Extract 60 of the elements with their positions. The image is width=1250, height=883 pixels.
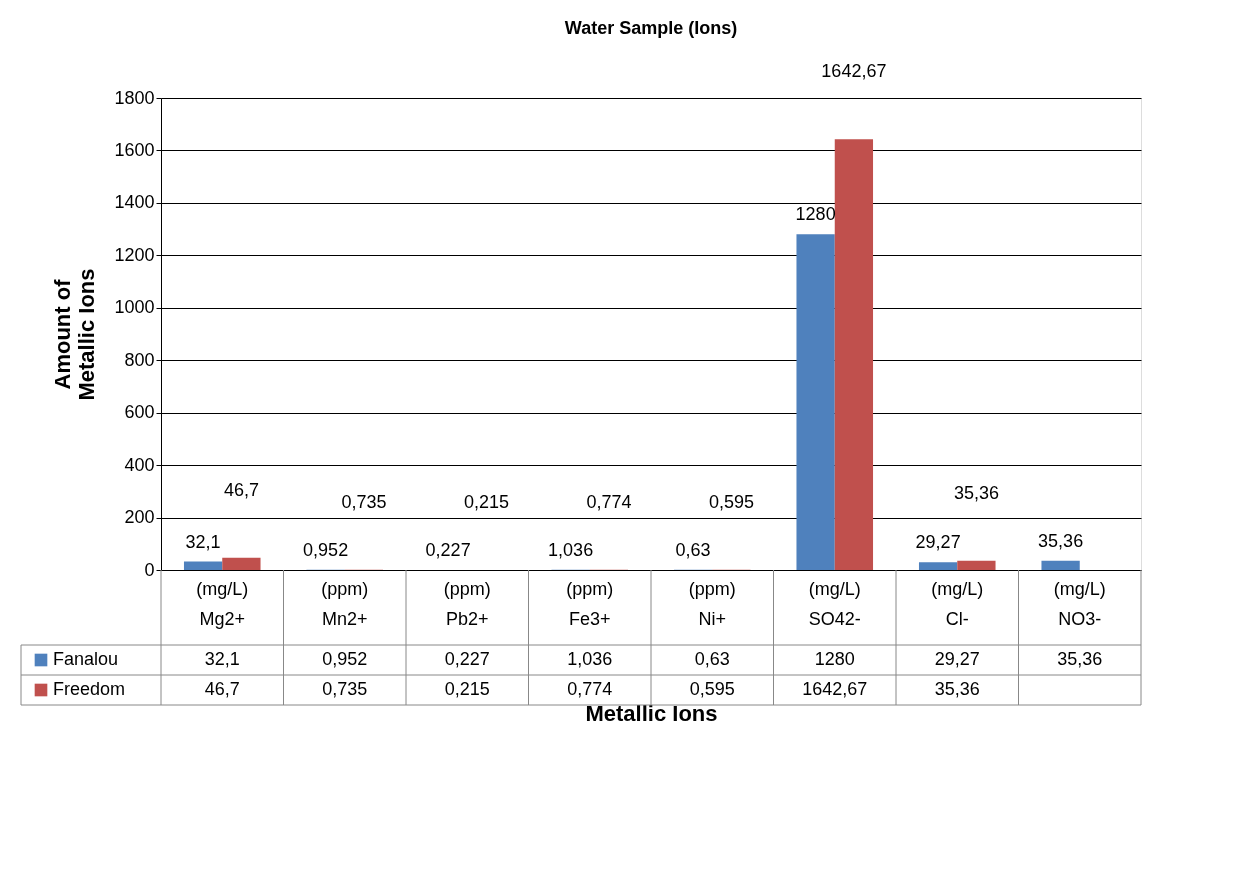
x-tick-label: (ppm) Pb2+: [443, 578, 491, 629]
data-label: 46,7: [204, 679, 240, 699]
data-label: 35,36: [934, 679, 980, 699]
text: 35,36: [1038, 530, 1084, 551]
x-tick-label: (ppm) Mn2+: [321, 578, 369, 629]
text: 46,7: [223, 479, 259, 500]
text: 0,227: [425, 539, 471, 560]
y-tick-label: 1200: [114, 244, 155, 265]
x-tick-label: (ppm) Ni+: [688, 578, 736, 629]
text: 0,952: [303, 539, 349, 560]
data-label: 0,735: [322, 679, 368, 699]
text: 0,215: [463, 491, 509, 512]
x-tick-label: (mg/L) Cl-: [931, 578, 984, 629]
text: 0,595: [708, 491, 754, 512]
y-axis-title: Amount of Metallic Ions: [50, 268, 100, 401]
data-label: 0,215: [444, 679, 490, 699]
data-label: 1,036: [567, 649, 613, 669]
y-tick-label: 600: [124, 402, 155, 423]
text: 35,36: [953, 482, 999, 503]
data-label: 0,595: [689, 679, 735, 699]
y-tick-label: 1800: [114, 87, 155, 108]
data-label: 35,36: [1057, 649, 1103, 669]
legend-label: Fanalou: [53, 649, 119, 669]
text: 32,1: [185, 531, 221, 552]
text: 0,63: [675, 539, 711, 560]
bar: [796, 234, 835, 570]
data-label: 0,774: [567, 679, 613, 699]
text: 1642,67: [821, 61, 887, 82]
text: 0,735: [341, 491, 387, 512]
chart-title: Water Sample (Ions): [564, 18, 738, 39]
y-tick-label: 1400: [114, 192, 155, 213]
y-tick-label: 1600: [114, 139, 155, 160]
data-label: 0,952: [322, 649, 368, 669]
data-label: 0,227: [444, 649, 490, 669]
bar: [183, 561, 223, 570]
bar: [918, 562, 958, 570]
text: 0,774: [586, 491, 632, 512]
bar: [957, 560, 996, 570]
text: 29,27: [915, 532, 961, 553]
text: 1,036: [548, 539, 594, 560]
text: 1280: [795, 204, 836, 225]
y-tick-label: 200: [124, 507, 155, 528]
bar: [222, 557, 261, 570]
legend-label: Freedom: [53, 679, 126, 699]
bar: [1041, 560, 1080, 570]
data-label: 1280: [814, 649, 855, 669]
x-tick-label: (mg/L) Mg2+: [196, 578, 249, 629]
y-tick-label: 400: [124, 454, 155, 475]
y-tick-label: 1000: [114, 297, 155, 318]
x-tick-label: (ppm) Fe3+: [566, 578, 614, 629]
x-axis-title: Metallic Ions: [585, 700, 718, 726]
bar: [834, 139, 874, 570]
x-tick-label: (mg/L) NO3-: [1053, 578, 1106, 629]
x-tick-label: (mg/L) SO42-: [808, 578, 861, 629]
data-label: 29,27: [934, 649, 980, 669]
data-label: 32,1: [204, 649, 240, 669]
data-label: 0,63: [694, 649, 730, 669]
data-label: 1642,67: [802, 679, 868, 699]
y-tick-label: 0: [144, 559, 155, 580]
y-tick-label: 800: [124, 349, 155, 370]
